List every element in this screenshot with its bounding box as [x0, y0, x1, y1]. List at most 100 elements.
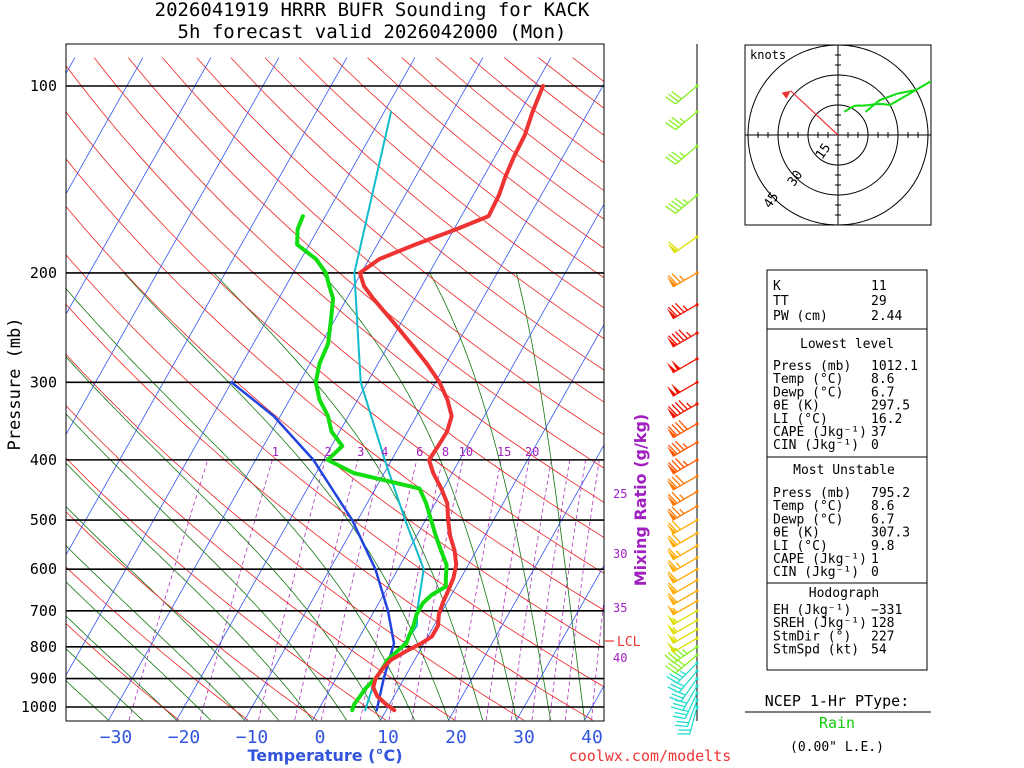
- mixing-ratio-tick-label: 8: [442, 445, 449, 459]
- wind-barb-half: [679, 275, 685, 281]
- wind-barb-flag: [666, 509, 677, 521]
- wind-barb-staff: [672, 557, 698, 573]
- skewt-plot-area: [66, 57, 604, 721]
- dry-adiabat: [66, 64, 604, 538]
- dry-adiabat: [66, 566, 249, 721]
- wind-barb-flag: [666, 362, 677, 373]
- wind-barb-half: [672, 607, 678, 613]
- wind-barb-half: [679, 152, 686, 157]
- moist-adiabat: [66, 615, 177, 721]
- mixing-ratio-line: [199, 459, 273, 721]
- pressure-tick-label: 200: [30, 264, 57, 282]
- wind-barb-staff: [675, 111, 698, 131]
- wind-barb: [666, 578, 699, 595]
- wind-barb: [666, 420, 699, 439]
- wind-barb-staff: [675, 654, 698, 674]
- wind-barb-dot: [695, 144, 699, 148]
- sounding-series: [230, 84, 545, 713]
- wind-barb-full: [668, 241, 679, 251]
- temperature-line: [357, 84, 545, 713]
- wind-barb-staff: [672, 381, 698, 397]
- hodograph-units: knots: [750, 48, 786, 62]
- lowest-row-value: 1012.1: [871, 359, 918, 374]
- wind-barb-half: [686, 402, 692, 408]
- wind-barb: [665, 110, 699, 131]
- lowest-row-label: Press (mb): [773, 359, 851, 374]
- k-label: K: [773, 279, 781, 294]
- unstable-row-label: Dewp (°C): [773, 512, 843, 527]
- wind-barb-dot: [695, 636, 699, 640]
- moist-adiabats: [66, 272, 585, 721]
- hodo-row-value: 227: [871, 629, 894, 644]
- temperature-tick-label: −30: [100, 727, 133, 748]
- mixing-ratio-tick-label: 6: [416, 445, 423, 459]
- wind-barb-dot: [695, 490, 699, 494]
- hodo-row-value: 54: [871, 643, 887, 658]
- wind-barb-staff: [672, 358, 698, 374]
- lcl-marker: LCL: [605, 635, 641, 650]
- wind-barb-half: [679, 494, 685, 500]
- wind-barb-dot: [695, 705, 699, 709]
- wind-barb-half: [672, 636, 678, 642]
- x-axis-label: Temperature (°C): [247, 746, 402, 765]
- ptype-value: Rain: [819, 714, 855, 732]
- wind-barb-half: [675, 550, 682, 556]
- wind-barb: [666, 458, 699, 475]
- wind-barb-full: [668, 406, 678, 416]
- lowest-row-label: CIN (Jkg⁻¹): [773, 438, 859, 453]
- wind-barb-full: [674, 302, 685, 313]
- wind-barb: [666, 544, 699, 561]
- mixing-ratio-tick-label: 2: [325, 445, 332, 459]
- wind-barb-full: [665, 121, 676, 131]
- wind-barb-dot: [695, 84, 699, 88]
- wind-barb: [666, 329, 699, 348]
- dry-adiabats: [66, 57, 604, 721]
- lowest-row-value: 8.6: [871, 372, 894, 387]
- dry-adiabat: [264, 57, 604, 340]
- wind-barb-full: [668, 662, 679, 672]
- wind-barb-dot: [695, 474, 699, 478]
- wind-barb-full: [678, 329, 688, 340]
- moist-adiabat: [123, 272, 449, 721]
- wind-barb-staff: [678, 670, 698, 693]
- wind-barb-full: [668, 559, 678, 570]
- chart-subtitle: 5h forecast valid 2026042000 (Mon): [178, 21, 567, 43]
- lowest-row-value: 297.5: [871, 399, 910, 414]
- wind-barb-half: [679, 117, 686, 123]
- wind-barb-full: [668, 93, 679, 102]
- wind-barb-full: [671, 304, 682, 315]
- wind-barb: [665, 193, 699, 214]
- wind-barb-full: [668, 582, 678, 593]
- mixing-ratio-labels: 1 2 3 4 6 8 10 15 20 25 30 35 40: [272, 445, 628, 665]
- wind-barb-half: [680, 670, 687, 676]
- wind-barb-half: [679, 508, 685, 515]
- wind-barb-flag: [666, 549, 677, 560]
- hodo-row-label: SREH (Jkg⁻¹): [773, 616, 867, 631]
- wind-barb-staff: [672, 491, 698, 507]
- wind-barb-half: [675, 562, 682, 568]
- wind-barb: [666, 380, 699, 397]
- wind-barb-full: [665, 156, 676, 165]
- wind-barb-dot: [695, 684, 699, 688]
- moist-adiabat: [66, 506, 279, 721]
- wind-barb-flag: [666, 633, 677, 644]
- wind-barb-full: [668, 547, 678, 558]
- unstable-row-value: 795.2: [871, 486, 910, 501]
- dry-adiabat: [66, 623, 180, 721]
- pressure-tick-label: 400: [30, 451, 57, 469]
- wind-barb: [666, 400, 699, 419]
- temperature-tick-label: 20: [445, 727, 467, 748]
- mixing-ratio-line: [294, 459, 359, 721]
- wind-barb-dot: [695, 589, 699, 593]
- wind-barb-staff: [672, 475, 698, 491]
- wind-barb-full: [668, 522, 678, 533]
- wind-barb-half: [672, 626, 678, 633]
- isotherm-line: [66, 57, 212, 315]
- wind-barb-staff: [676, 662, 698, 684]
- mixing-ratio-line: [258, 459, 326, 721]
- wind-barb-full: [666, 676, 678, 684]
- wind-barb-staff: [672, 505, 698, 521]
- wind-barb-staff: [673, 236, 698, 254]
- wind-barb-dot: [695, 531, 699, 535]
- wind-barb-dot: [695, 676, 699, 681]
